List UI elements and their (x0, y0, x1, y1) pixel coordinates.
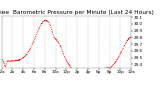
Title: Milwaukee  Barometric Pressure per Minute (Last 24 Hours): Milwaukee Barometric Pressure per Minute… (0, 10, 154, 15)
